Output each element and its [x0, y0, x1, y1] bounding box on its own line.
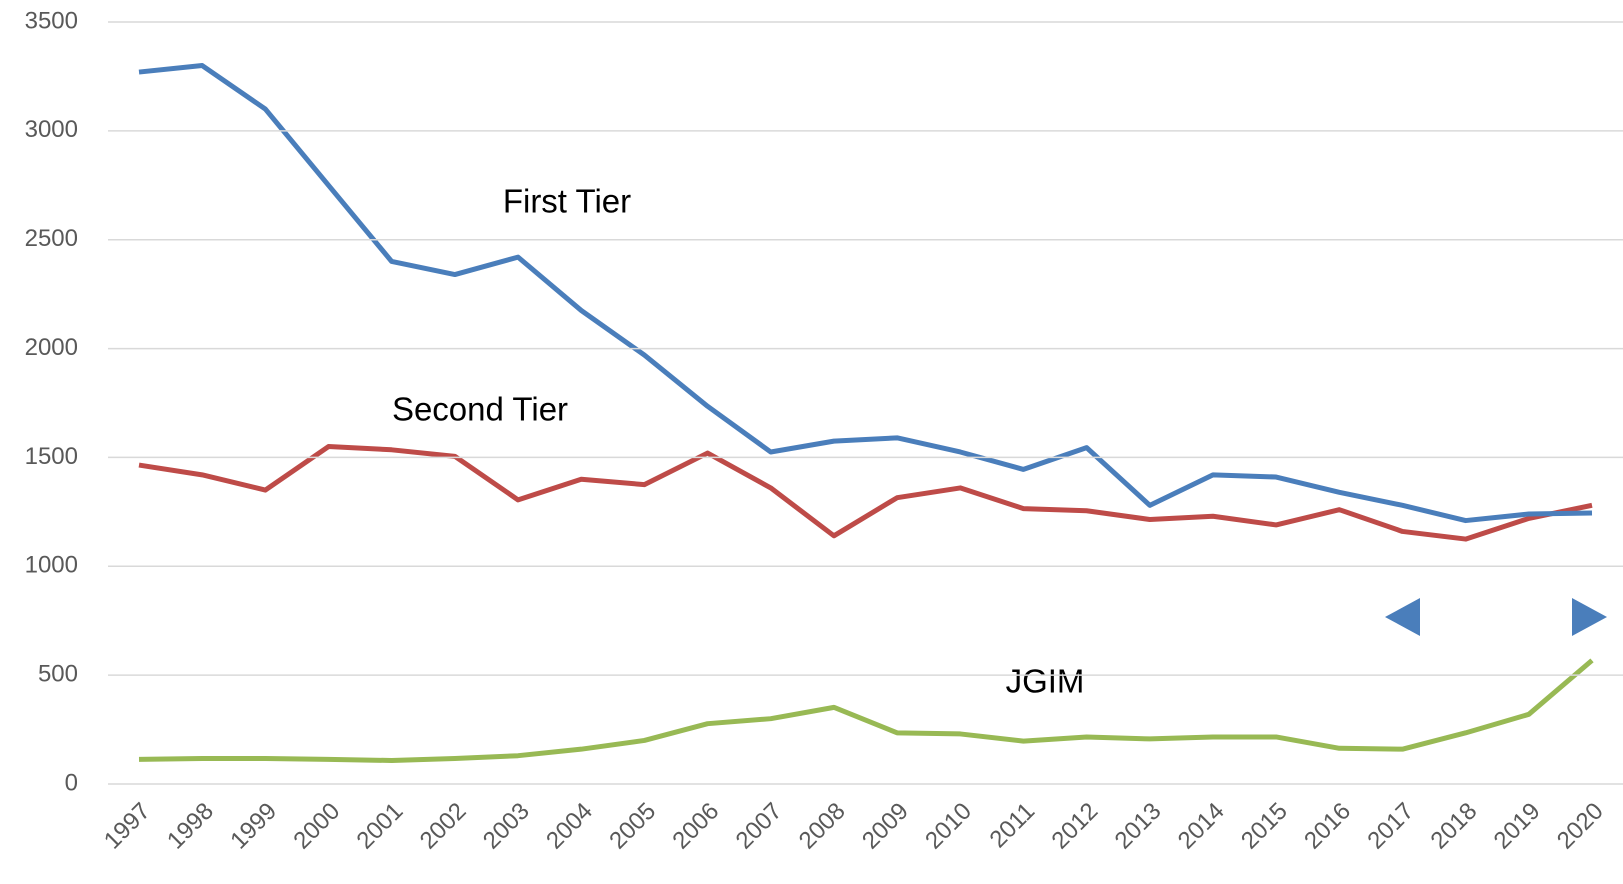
- y-tick-label: 3500: [25, 7, 78, 34]
- x-tick-label: 2020: [1552, 798, 1609, 855]
- x-tick-label: 1997: [99, 798, 156, 855]
- series-line: [138, 63, 1593, 524]
- x-tick-label: 2006: [667, 798, 724, 855]
- x-tick-label: 2009: [857, 798, 914, 855]
- x-tick-label: 2013: [1110, 798, 1167, 855]
- y-tick-label: 500: [38, 660, 78, 687]
- y-tick-label: 0: [65, 769, 78, 796]
- series-line: [138, 658, 1594, 763]
- y-tick-label: 1500: [25, 443, 78, 470]
- x-tick-label: 2018: [1426, 798, 1483, 855]
- series-label: JGIM: [1006, 663, 1085, 700]
- x-tick-label: 2014: [1173, 798, 1230, 855]
- x-tick-label: 2017: [1362, 798, 1419, 855]
- series-line: [138, 444, 1593, 542]
- y-tick-label: 1000: [25, 552, 78, 579]
- x-tick-label: 2004: [541, 798, 598, 855]
- x-tick-label: 1998: [162, 798, 219, 855]
- series-label: First Tier: [503, 183, 631, 220]
- x-tick-label: 2008: [794, 798, 851, 855]
- x-tick-label: 2002: [415, 798, 472, 855]
- x-tick-label: 2005: [604, 798, 661, 855]
- y-tick-label: 2000: [25, 334, 78, 361]
- x-tick-label: 2019: [1489, 798, 1546, 855]
- x-tick-label: 2000: [288, 798, 345, 855]
- x-tick-label: 2012: [1046, 798, 1103, 855]
- y-tick-label: 3000: [25, 116, 78, 143]
- series-label: Second Tier: [392, 391, 568, 428]
- x-tick-label: 2001: [352, 798, 409, 855]
- x-tick-label: 2003: [478, 798, 535, 855]
- x-tick-label: 2016: [1299, 798, 1356, 855]
- x-tick-label: 2007: [731, 798, 788, 855]
- x-tick-label: 1999: [225, 798, 282, 855]
- x-tick-label: 2011: [985, 798, 1041, 854]
- x-tick-label: 2010: [920, 798, 977, 855]
- range-arrow: [1385, 598, 1607, 636]
- y-tick-label: 2500: [25, 225, 78, 252]
- x-tick-label: 2015: [1236, 798, 1293, 855]
